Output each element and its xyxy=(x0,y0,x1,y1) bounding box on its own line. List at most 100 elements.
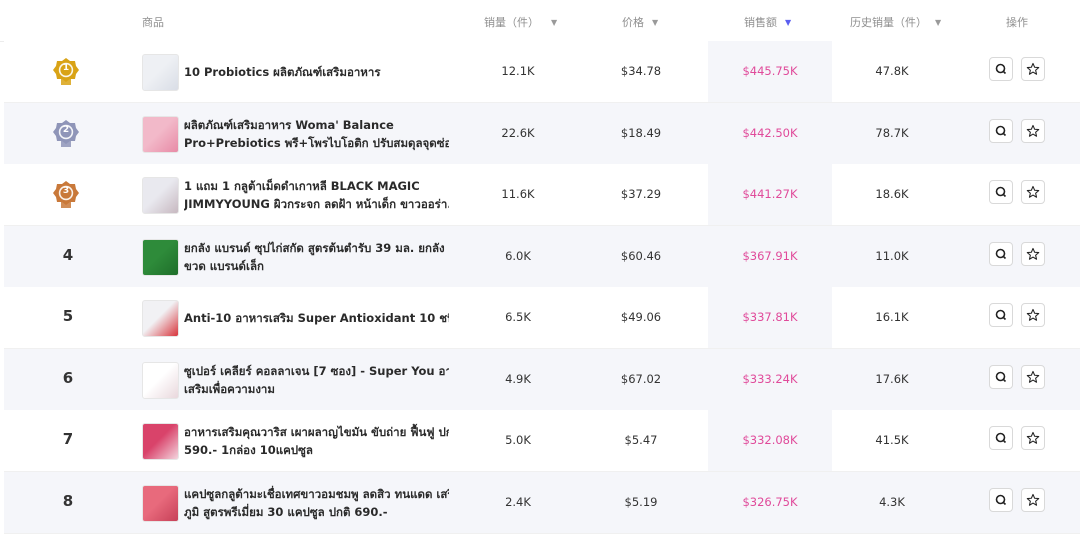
table-row[interactable]: 8 แคปซูลกลูต้ามะเชื่อเทศขาวอมชมพู ลดสิว … xyxy=(4,471,1080,534)
revenue-column-bg xyxy=(708,164,832,225)
product-name[interactable]: ซูเปอร์ เคลียร์ คอลลาเจน [7 ซอง] - Super… xyxy=(184,362,449,398)
product-thumbnail[interactable] xyxy=(142,115,179,153)
product-name-line-1[interactable]: ผลิตภัณฑ์เสริมอาหาร Woma' Balance xyxy=(184,117,394,132)
price-value: $37.29 xyxy=(620,187,662,201)
search-button[interactable] xyxy=(989,303,1013,327)
product-name-line-1[interactable]: Anti-10 อาหารเสริม Super Antioxidant 10 … xyxy=(184,311,449,325)
star-icon xyxy=(1026,431,1040,444)
revenue-value: $333.24K xyxy=(742,371,798,386)
product-name[interactable]: ผลิตภัณฑ์เสริมอาหาร Woma' Balance Pro+Pr… xyxy=(184,116,449,152)
product-name[interactable]: อาหารเสริมคุณวาริส เผาผลาญไขมัน ขับถ่าย … xyxy=(184,423,449,459)
sort-caret-icon[interactable]: ▼ xyxy=(551,17,558,27)
favorite-button[interactable] xyxy=(1021,364,1045,389)
favorite-button[interactable] xyxy=(1021,487,1045,512)
product-thumbnail[interactable] xyxy=(142,423,179,460)
search-button[interactable] xyxy=(989,241,1013,266)
product-name-line-1[interactable]: อาหารเสริมคุณวาริส เผาผลาญไขมัน ขับถ่าย … xyxy=(184,425,449,439)
product-name[interactable]: 10 Probiotics ผลิตภัณฑ์เสริมอาหาร xyxy=(184,63,449,81)
revenue-value: $332.08K xyxy=(742,433,798,447)
header-revenue[interactable]: 销售额 ▼ xyxy=(744,14,791,30)
revenue-value: $326.75K xyxy=(742,494,798,509)
table-row[interactable]: 7 อาหารเสริมคุณวาริส เผาผลาญไขมัน ขับถ่า… xyxy=(4,410,1080,472)
volume-value: 11.6K xyxy=(501,187,535,201)
history-volume-value: 11.0K xyxy=(875,248,909,263)
star-icon xyxy=(1026,493,1040,506)
favorite-button[interactable] xyxy=(1021,426,1045,450)
table-row[interactable]: 5 Anti-10 อาหารเสริม Super Antioxidant 1… xyxy=(4,287,1080,349)
revenue-column-bg xyxy=(708,410,832,471)
product-name-line-2[interactable]: เสริมเพื่อความงาม xyxy=(184,381,275,396)
search-button[interactable] xyxy=(989,487,1013,512)
product-name-line-2[interactable]: 590.- 1กล่อง 10แคปซูล xyxy=(184,443,313,457)
search-button[interactable] xyxy=(989,426,1013,450)
product-name-line-1[interactable]: 1 แถม 1 กลูต้าเม็ดดำเกาหลี BLACK MAGIC xyxy=(184,179,420,193)
search-button[interactable] xyxy=(989,180,1013,204)
product-name[interactable]: Anti-10 อาหารเสริม Super Antioxidant 10 … xyxy=(184,309,449,327)
product-name-line-1[interactable]: 10 Probiotics ผลิตภัณฑ์เสริมอาหาร xyxy=(184,65,381,79)
rank-number: 4 xyxy=(62,245,74,264)
sort-caret-active-icon[interactable]: ▼ xyxy=(785,17,792,27)
rank-number: 7 xyxy=(62,430,74,448)
header-action-label: 操作 xyxy=(1006,16,1028,29)
search-button[interactable] xyxy=(989,57,1013,81)
volume-value: 6.5K xyxy=(505,310,531,324)
product-thumbnail[interactable] xyxy=(142,361,179,399)
product-name-line-1[interactable]: ซูเปอร์ เคลียร์ คอลลาเจน [7 ซอง] - Super… xyxy=(184,363,449,378)
star-icon xyxy=(1026,247,1040,260)
product-thumbnail[interactable] xyxy=(142,177,179,214)
volume-value: 2.4K xyxy=(505,494,531,509)
history-volume-value: 4.3K xyxy=(879,494,905,509)
star-icon xyxy=(1026,185,1040,198)
product-name-line-2[interactable]: ขวด แบรนด์เล็ก xyxy=(184,258,264,273)
rank-number: 5 xyxy=(62,307,74,325)
table-row[interactable]: 4 ยกลัง แบรนด์ ซุปไก่สกัด สูตรต้นตำรับ 3… xyxy=(4,225,1080,288)
price-value: $34.78 xyxy=(620,64,662,78)
table-row[interactable]: 2 ผลิตภัณฑ์เสริมอาหาร Woma' Balance Pro+… xyxy=(4,102,1080,165)
revenue-value: $337.81K xyxy=(742,310,798,324)
product-name[interactable]: ยกลัง แบรนด์ ซุปไก่สกัด สูตรต้นตำรับ 39 … xyxy=(184,239,449,275)
search-button[interactable] xyxy=(989,364,1013,389)
revenue-column-bg xyxy=(708,471,832,533)
search-button[interactable] xyxy=(989,118,1013,143)
sort-caret-icon[interactable]: ▼ xyxy=(652,17,659,27)
search-icon xyxy=(995,186,1007,198)
header-price[interactable]: 价格 ▼ xyxy=(622,14,658,30)
product-name-line-2[interactable]: JIMMYYOUNG ผิวกระจก ลดฝ้า หน้าเด็ก ขาวออ… xyxy=(184,197,449,211)
product-name[interactable]: 1 แถม 1 กลูต้าเม็ดดำเกาหลี BLACK MAGIC J… xyxy=(184,177,449,213)
product-name-line-2[interactable]: ภูมิ สูตรพรีเมี่ยม 30 แคปซูล ปกติ 690.- xyxy=(184,504,388,519)
product-name[interactable]: แคปซูลกลูต้ามะเชื่อเทศขาวอมชมพู ลดสิว ทน… xyxy=(184,485,449,521)
favorite-button[interactable] xyxy=(1021,118,1045,143)
volume-value: 6.0K xyxy=(505,248,531,263)
header-action: 操作 xyxy=(1006,14,1028,30)
table-row[interactable]: 3 1 แถม 1 กลูต้าเม็ดดำเกาหลี BLACK MAGIC… xyxy=(4,164,1080,226)
product-name-line-2[interactable]: Pro+Prebiotics พรี+โพรไบโอติก ปรับสมดุลจ… xyxy=(184,135,449,150)
header-history[interactable]: 历史销量（件） ▼ xyxy=(850,14,941,30)
product-name-line-1[interactable]: ยกลัง แบรนด์ ซุปไก่สกัด สูตรต้นตำรับ 39 … xyxy=(184,240,449,255)
history-volume-value: 41.5K xyxy=(875,433,909,447)
product-name-line-1[interactable]: แคปซูลกลูต้ามะเชื่อเทศขาวอมชมพู ลดสิว ทน… xyxy=(184,486,449,501)
header-volume-label[interactable]: 销量（件） xyxy=(484,16,539,29)
product-thumbnail[interactable] xyxy=(142,238,179,276)
favorite-button[interactable] xyxy=(1021,303,1045,327)
product-thumbnail[interactable] xyxy=(142,484,179,522)
header-revenue-label[interactable]: 销售额 xyxy=(744,16,777,29)
favorite-button[interactable] xyxy=(1021,241,1045,266)
revenue-column-bg xyxy=(708,287,832,348)
header-price-label[interactable]: 价格 xyxy=(622,16,644,29)
star-icon xyxy=(1026,124,1040,137)
price-value: $5.19 xyxy=(624,494,658,509)
search-icon xyxy=(995,309,1007,321)
header-volume[interactable]: 销量（件） ▼ xyxy=(484,14,557,30)
gold-medal-icon xyxy=(53,58,79,85)
table-row[interactable]: 1 10 Probiotics ผลิตภัณฑ์เสริมอาหาร 12.1… xyxy=(4,41,1080,103)
favorite-button[interactable] xyxy=(1021,180,1045,204)
bronze-medal-icon xyxy=(53,181,79,208)
favorite-button[interactable] xyxy=(1021,57,1045,81)
product-thumbnail[interactable] xyxy=(142,54,179,91)
header-history-label[interactable]: 历史销量（件） xyxy=(850,16,927,29)
table-row[interactable]: 6 ซูเปอร์ เคลียร์ คอลลาเจน [7 ซอง] - Sup… xyxy=(4,348,1080,411)
history-volume-value: 17.6K xyxy=(875,371,909,386)
sort-caret-icon[interactable]: ▼ xyxy=(935,17,942,27)
product-thumbnail[interactable] xyxy=(142,300,179,337)
